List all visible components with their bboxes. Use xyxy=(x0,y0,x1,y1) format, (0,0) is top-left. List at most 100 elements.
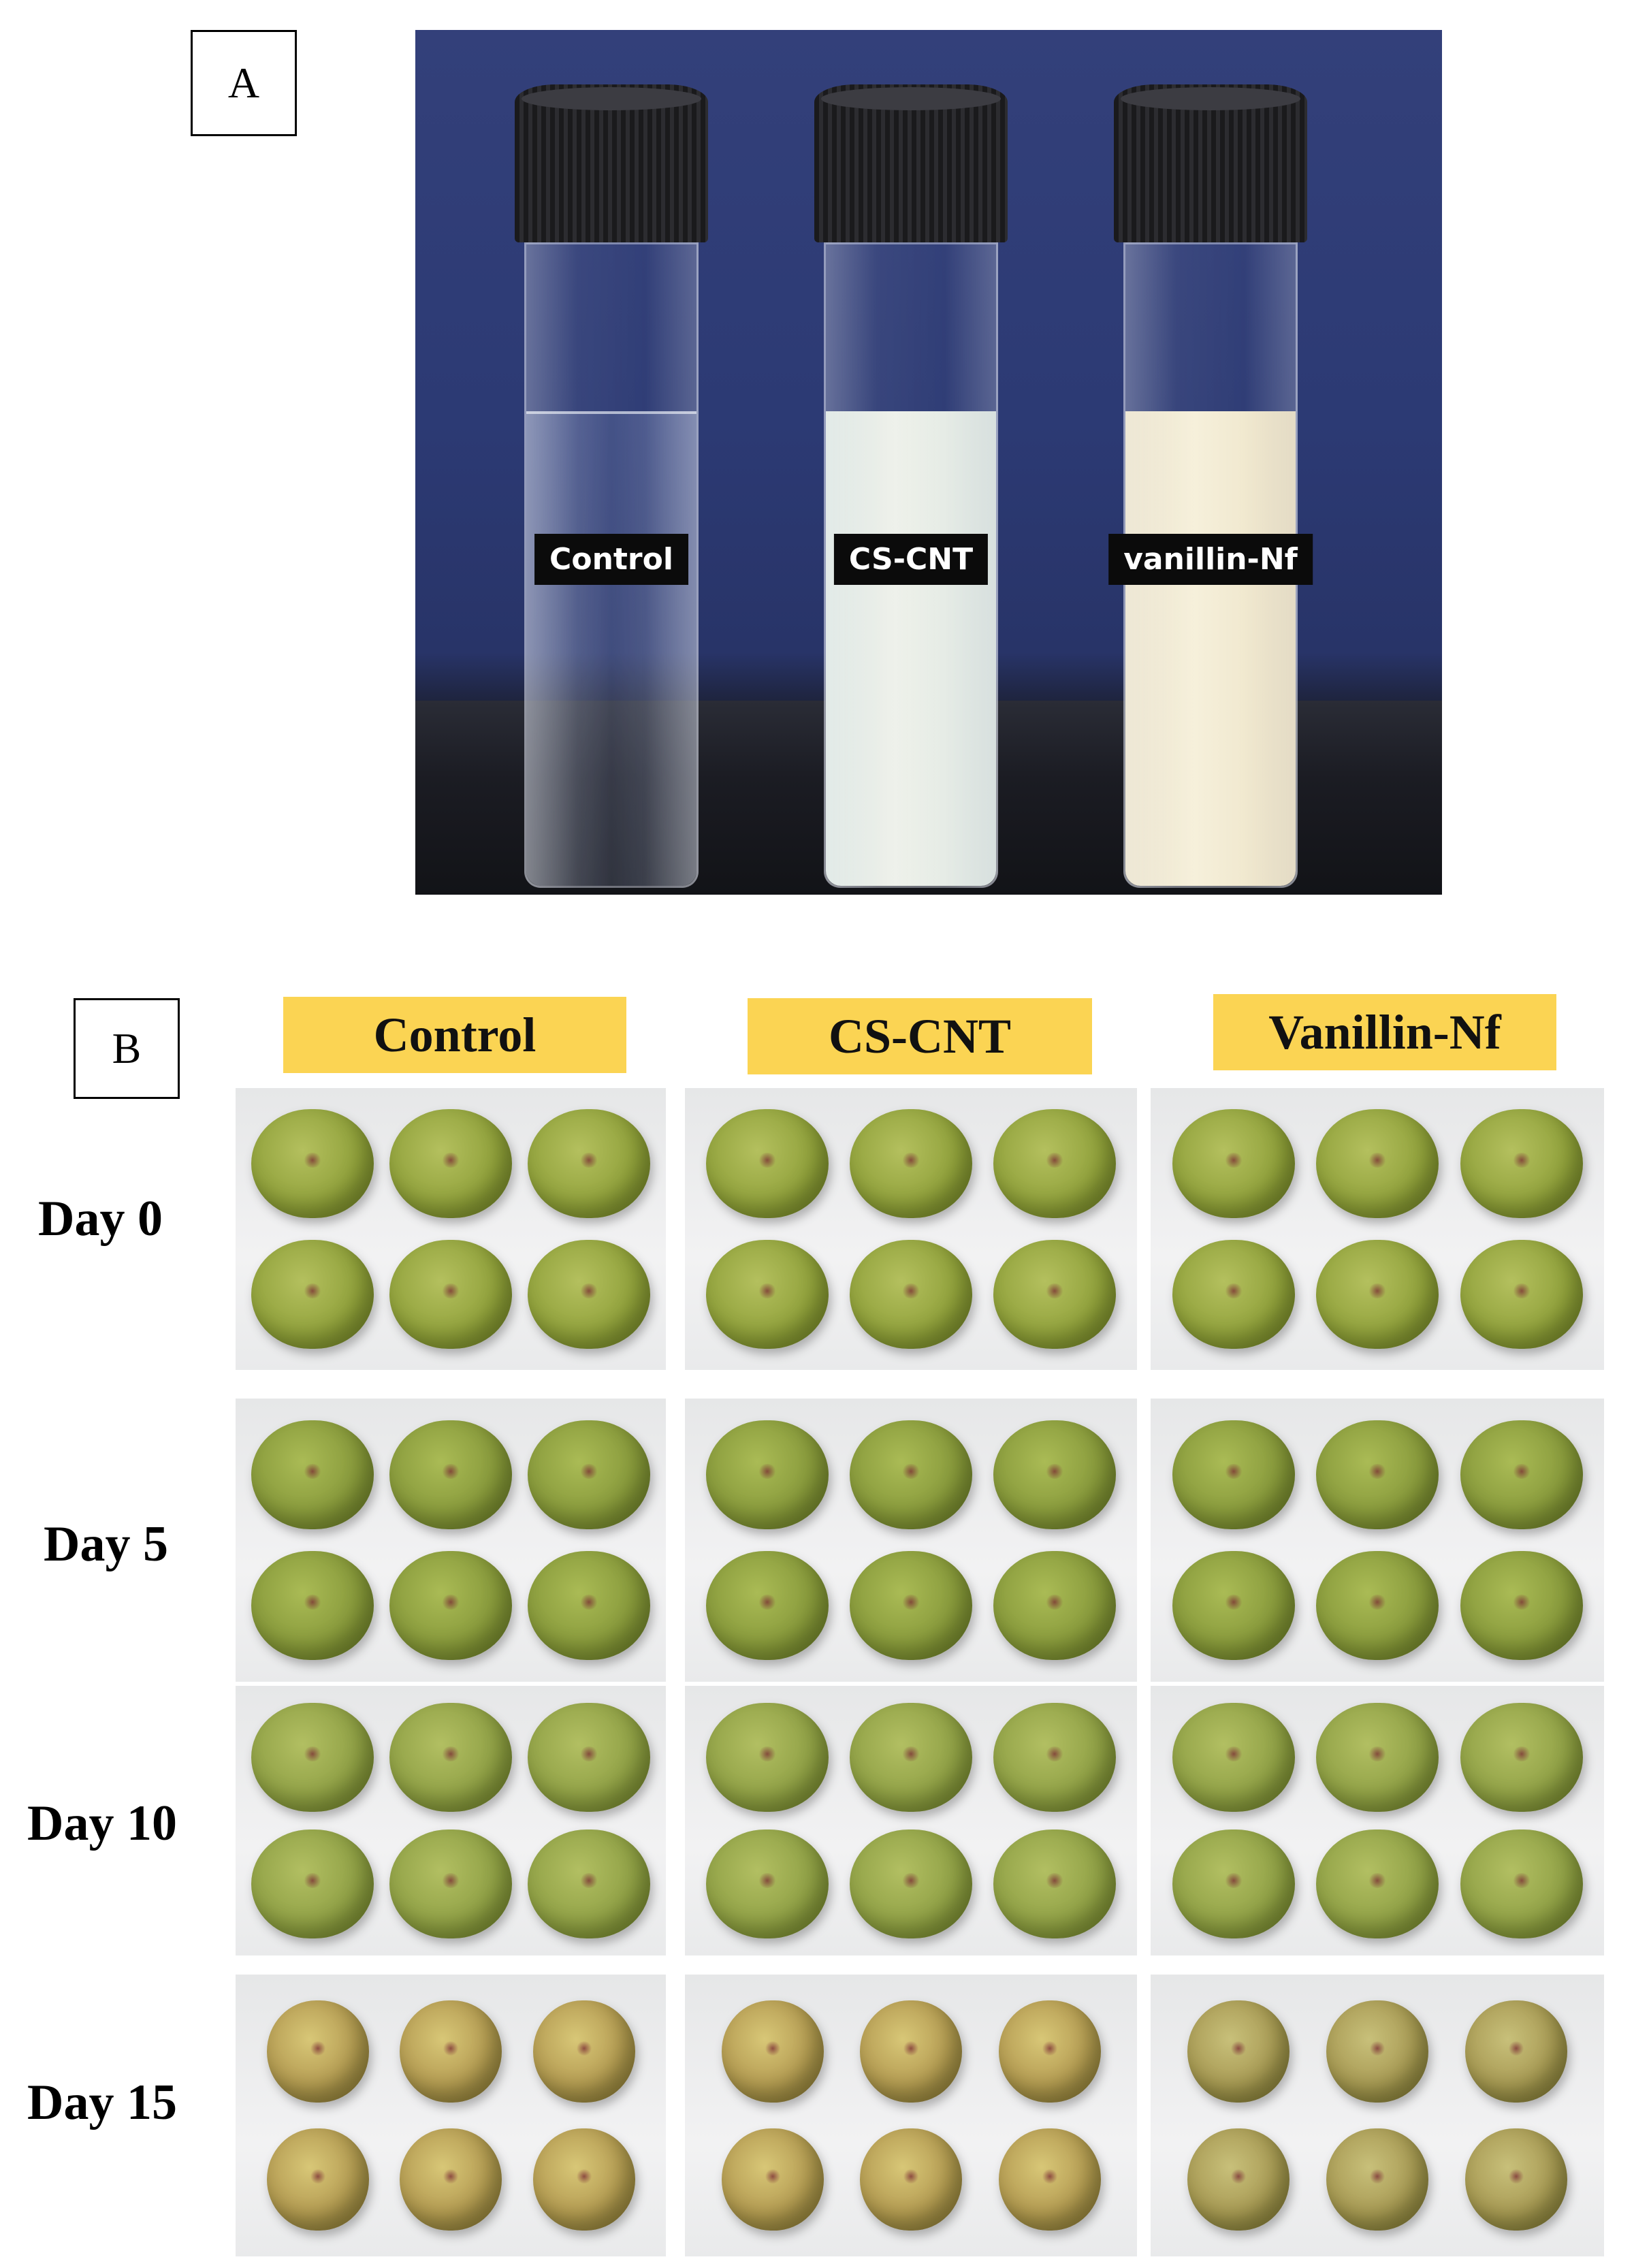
fruit xyxy=(993,1830,1116,1938)
fruit xyxy=(528,1703,650,1812)
fruit xyxy=(999,2000,1101,2103)
fruit xyxy=(1187,2128,1289,2231)
fruit xyxy=(389,1830,512,1938)
fruit xyxy=(528,1551,650,1660)
vial-label-cs-cnt: CS-CNT xyxy=(833,534,989,585)
fruit xyxy=(389,1703,512,1812)
fruit xyxy=(1326,2000,1428,2103)
fruit xyxy=(1316,1109,1439,1218)
vial-liquid xyxy=(826,411,996,886)
row-label-day-5: Day 5 xyxy=(44,1516,168,1572)
fruit xyxy=(251,1240,374,1349)
fruit xyxy=(999,2128,1101,2231)
fruit xyxy=(1187,2000,1289,2103)
fruit-photo xyxy=(1151,1975,1604,2256)
fruit-photo xyxy=(685,1686,1137,1955)
fruit-photo xyxy=(685,1975,1137,2256)
fruit xyxy=(251,1703,374,1812)
fruit xyxy=(706,1420,829,1529)
vial-liquid xyxy=(526,411,696,886)
fruit xyxy=(850,1551,972,1660)
fruit xyxy=(993,1703,1116,1812)
fruit xyxy=(400,2000,502,2103)
fruit xyxy=(850,1703,972,1812)
fruit xyxy=(1460,1830,1583,1938)
fruit xyxy=(722,2128,824,2231)
vial-cap xyxy=(814,84,1008,242)
fruit xyxy=(1172,1551,1295,1660)
fruit-photo xyxy=(685,1088,1137,1370)
fruit xyxy=(389,1551,512,1660)
fruit xyxy=(251,1551,374,1660)
fruit xyxy=(267,2128,369,2231)
fruit xyxy=(528,1420,650,1529)
fruit xyxy=(533,2128,635,2231)
fruit xyxy=(1172,1109,1295,1218)
fruit xyxy=(1172,1420,1295,1529)
fruit xyxy=(860,2000,962,2103)
fruit xyxy=(706,1551,829,1660)
vial-label-control: Control xyxy=(534,534,688,585)
fruit xyxy=(1316,1830,1439,1938)
fruit-photo xyxy=(1151,1399,1604,1682)
fruit xyxy=(993,1109,1116,1218)
fruit xyxy=(267,2000,369,2103)
fruit xyxy=(251,1420,374,1529)
fruit xyxy=(850,1240,972,1349)
fruit-photo xyxy=(685,1399,1137,1682)
row-label-day-15: Day 15 xyxy=(27,2075,177,2130)
column-header-vanillin-nf: Vanillin-Nf xyxy=(1213,994,1556,1070)
fruit-photo xyxy=(236,1686,666,1955)
fruit xyxy=(993,1551,1116,1660)
fruit xyxy=(389,1109,512,1218)
fruit-photo xyxy=(236,1975,666,2256)
fruit xyxy=(706,1703,829,1812)
panel-b-tag: B xyxy=(74,998,180,1099)
fruit xyxy=(1465,2128,1567,2231)
fruit xyxy=(722,2000,824,2103)
fruit xyxy=(1316,1703,1439,1812)
fruit-photo xyxy=(1151,1686,1604,1955)
vial-control: Control xyxy=(509,84,714,888)
vials-photo: Control CS-CNT vanillin-Nf xyxy=(415,30,1442,895)
column-header-control: Control xyxy=(283,997,626,1073)
fruit xyxy=(1460,1703,1583,1812)
fruit xyxy=(1460,1551,1583,1660)
panel-a-tag: A xyxy=(191,30,297,136)
fruit xyxy=(850,1420,972,1529)
fruit xyxy=(528,1109,650,1218)
fruit xyxy=(850,1830,972,1938)
fruit xyxy=(400,2128,502,2231)
fruit xyxy=(1172,1830,1295,1938)
fruit-photo xyxy=(236,1088,666,1370)
fruit xyxy=(706,1830,829,1938)
fruit xyxy=(850,1109,972,1218)
fruit xyxy=(1460,1240,1583,1349)
fruit xyxy=(1172,1240,1295,1349)
vial-cap xyxy=(1114,84,1307,242)
fruit xyxy=(706,1109,829,1218)
vial-cs-cnt: CS-CNT xyxy=(809,84,1013,888)
fruit xyxy=(706,1240,829,1349)
fruit xyxy=(389,1240,512,1349)
row-label-day-0: Day 0 xyxy=(38,1191,163,1247)
vial-liquid xyxy=(1125,411,1296,886)
vial-vanillin-nf: vanillin-Nf xyxy=(1108,84,1313,888)
fruit xyxy=(1326,2128,1428,2231)
fruit xyxy=(1465,2000,1567,2103)
fruit xyxy=(1316,1240,1439,1349)
row-label-day-10: Day 10 xyxy=(27,1795,177,1851)
fruit xyxy=(1172,1703,1295,1812)
column-header-cs-cnt: CS-CNT xyxy=(748,998,1092,1074)
fruit xyxy=(1460,1109,1583,1218)
fruit xyxy=(1316,1420,1439,1529)
fruit xyxy=(860,2128,962,2231)
vial-label-vanillin-nf: vanillin-Nf xyxy=(1108,534,1313,585)
fruit xyxy=(251,1830,374,1938)
fruit-photo xyxy=(236,1399,666,1682)
fruit xyxy=(993,1240,1116,1349)
vial-cap xyxy=(515,84,708,242)
fruit xyxy=(389,1420,512,1529)
fruit xyxy=(251,1109,374,1218)
fruit xyxy=(533,2000,635,2103)
